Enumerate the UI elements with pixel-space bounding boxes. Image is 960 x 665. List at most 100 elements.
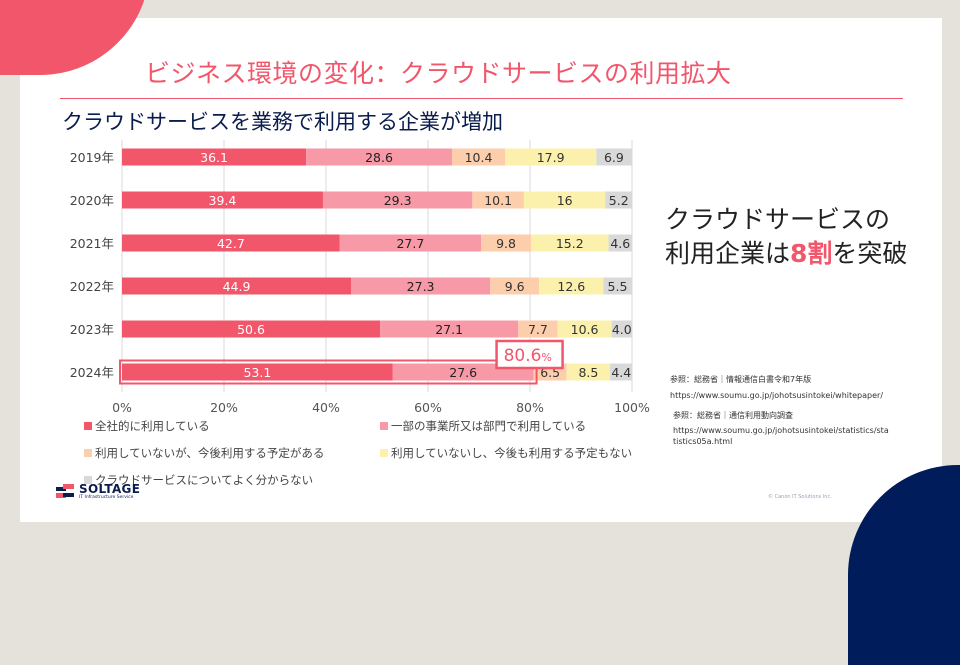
- key-message-text: 利用企業は: [665, 239, 791, 268]
- bar-data-label: 27.6: [449, 365, 477, 380]
- bar-data-label: 17.9: [537, 150, 565, 165]
- legend-item: 全社的に利用している: [84, 418, 210, 434]
- bar-data-label: 27.3: [407, 279, 435, 294]
- bar-data-label: 53.1: [243, 365, 271, 380]
- bar-segment: [505, 148, 597, 166]
- legend-swatch: [84, 449, 92, 457]
- bar-segment: [322, 191, 473, 209]
- bar-segment: [122, 234, 340, 252]
- company-logo: SOLTAGE IT Infrastructure Service: [56, 483, 140, 501]
- legend-label: クラウドサービスについてよく分からない: [95, 473, 314, 487]
- bar-data-label: 27.7: [396, 236, 424, 251]
- bar-segment: [610, 363, 633, 381]
- chart-subtitle: クラウドサービスを業務で利用する企業が増加: [62, 110, 503, 134]
- bar-data-label: 4.0: [612, 322, 632, 337]
- bar-data-label: 4.4: [611, 365, 631, 380]
- bar-segment: [566, 363, 611, 381]
- bar-data-label: 12.6: [557, 279, 585, 294]
- bar-data-label: 7.7: [528, 322, 548, 337]
- y-category-label: 2022年: [70, 279, 114, 294]
- legend-item: 一部の事業所又は部門で利用している: [380, 418, 586, 434]
- slide-title: ビジネス環境の変化：クラウドサービスの利用拡大: [145, 59, 732, 88]
- x-tick-label: 0%: [112, 400, 132, 415]
- bar-segment: [350, 277, 491, 295]
- legend-label: 一部の事業所又は部門で利用している: [391, 419, 587, 433]
- bar-segment: [122, 148, 307, 166]
- bar-segment: [339, 234, 482, 252]
- bar-data-label: 29.3: [384, 193, 412, 208]
- logo-name: SOLTAGE: [79, 482, 141, 496]
- bar-segment: [481, 234, 532, 252]
- bar-segment: [608, 234, 632, 252]
- bar-segment: [531, 234, 609, 252]
- bar-segment: [596, 148, 632, 166]
- y-category-label: 2024年: [70, 365, 114, 380]
- bar-data-label: 39.4: [209, 193, 237, 208]
- legend-swatch: [380, 422, 388, 430]
- chart-y-axis-labels: 2019年 2020年 2021年 2022年 2023年 2024年: [70, 150, 114, 380]
- bar-segment: [472, 191, 524, 209]
- x-tick-label: 80%: [516, 400, 544, 415]
- bar-data-label: 15.2: [556, 236, 584, 251]
- highlight-callout-value: 80.6%: [504, 346, 552, 366]
- key-message: クラウドサービスの 利用企業は8割を突破: [665, 203, 907, 271]
- bar-segment: [611, 320, 632, 338]
- legend-label: 利用していないし、今後も利用する予定もない: [391, 446, 633, 460]
- bar-segment: [490, 277, 540, 295]
- chart-bars: 36.1 28.6 10.4 17.9 6.9 39.4 29.3 10.1 16 5.2 42.7…: [122, 148, 633, 381]
- legend-item: クラウドサービスについてよく分からない: [84, 472, 313, 488]
- copyright: © Canon IT Solutions Inc.: [768, 494, 832, 500]
- y-category-label: 2019年: [70, 150, 114, 165]
- bar-data-label: 10.6: [571, 322, 599, 337]
- reference-1: 参照：総務省｜情報通信白書令和7年版 https://www.soumu.go.…: [670, 373, 883, 403]
- highlight-box: [119, 359, 538, 385]
- key-message-accent: 8割: [790, 239, 833, 268]
- y-category-label: 2023年: [70, 322, 114, 337]
- legend-swatch: [380, 449, 388, 457]
- bar-data-label: 36.1: [200, 150, 228, 165]
- bar-segment: [603, 277, 632, 295]
- bar-segment: [539, 277, 604, 295]
- key-message-line-2: 利用企業は8割を突破: [665, 237, 907, 271]
- bar-segment: [122, 277, 351, 295]
- chart-annotation: 80.6%: [119, 339, 564, 385]
- bar-data-label: 16: [557, 193, 573, 208]
- legend-label: 全社的に利用している: [95, 419, 210, 433]
- bar-data-label: 10.1: [484, 193, 512, 208]
- logo-tagline: IT Infrastructure Service: [79, 495, 134, 500]
- bar-data-label: 5.5: [608, 279, 628, 294]
- stacked-bar-chart: 36.1 28.6 10.4 17.9 6.9 39.4 29.3 10.1 16 5.2 42.7…: [70, 140, 650, 415]
- bar-data-label: 9.6: [505, 279, 525, 294]
- legend-swatch: [84, 422, 92, 430]
- bar-segment: [518, 320, 558, 338]
- reference-1-label: 参照：総務省｜情報通信白書令和7年版: [670, 375, 812, 384]
- bar-segment: [605, 191, 632, 209]
- key-message-line-1: クラウドサービスの: [665, 205, 891, 234]
- x-tick-label: 20%: [210, 400, 238, 415]
- bar-segment: [306, 148, 452, 166]
- x-tick-label: 100%: [614, 400, 650, 415]
- bar-data-label: 9.8: [496, 236, 516, 251]
- bar-segment: [451, 148, 506, 166]
- reference-2-label: 参照：総務省｜通信利用動向調査: [673, 411, 793, 420]
- bar-data-label: 27.1: [435, 322, 463, 337]
- bar-segment: [523, 191, 606, 209]
- bar-data-label: 4.6: [610, 236, 630, 251]
- bar-segment: [380, 320, 519, 338]
- reference-2-url-line-1[interactable]: https://www.soumu.go.jp/johotsusintokei/…: [673, 426, 889, 435]
- bar-data-label: 5.2: [609, 193, 629, 208]
- bar-data-label: 44.9: [223, 279, 251, 294]
- bar-data-label: 50.6: [237, 322, 265, 337]
- legend-item: 利用していないが、今後利用する予定がある: [84, 445, 324, 461]
- x-tick-label: 40%: [312, 400, 340, 415]
- reference-2-url-line-2[interactable]: tistics05a.html: [673, 437, 733, 446]
- legend-item: 利用していないし、今後も利用する予定もない: [380, 445, 632, 461]
- legend-swatch: [84, 476, 92, 484]
- bar-data-label: 8.5: [578, 365, 598, 380]
- reference-2-url[interactable]: https://www.soumu.go.jp/johotsusintokei/…: [673, 425, 889, 447]
- bar-data-label: 28.6: [365, 150, 393, 165]
- bar-segment: [122, 363, 393, 381]
- reference-2: 参照：総務省｜通信利用動向調査 https://www.soumu.go.jp/…: [673, 409, 889, 447]
- legend-label: 利用していないが、今後利用する予定がある: [95, 446, 325, 460]
- reference-1-url[interactable]: https://www.soumu.go.jp/johotsusintokei/…: [670, 391, 884, 400]
